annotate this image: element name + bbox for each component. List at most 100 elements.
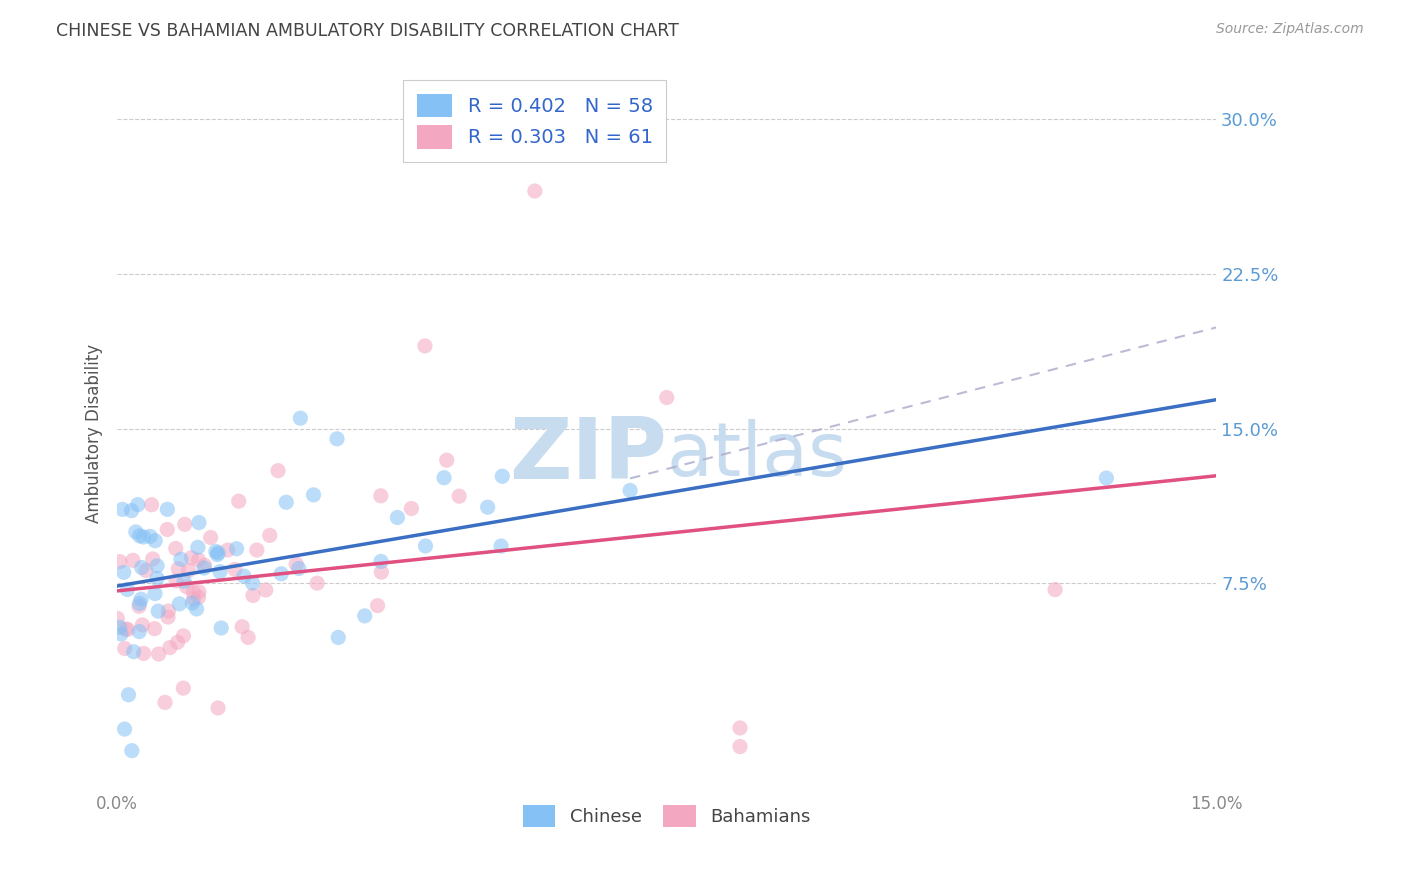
Point [156, 523, 179, 537]
Point [401, 501, 423, 516]
Point [187, 553, 209, 567]
Point [208, 565, 231, 579]
Point [143, 533, 166, 548]
Point [128, 599, 150, 614]
Point [433, 471, 456, 485]
Point [302, 488, 325, 502]
Point [188, 516, 211, 530]
Point [157, 610, 180, 624]
Point [270, 566, 292, 581]
Text: CHINESE VS BAHAMIAN AMBULATORY DISABILITY CORRELATION CHART: CHINESE VS BAHAMIAN AMBULATORY DISABILIT… [56, 22, 679, 40]
Point [172, 681, 194, 695]
Point [186, 602, 208, 616]
Point [157, 604, 180, 618]
Point [231, 620, 253, 634]
Text: atlas: atlas [666, 418, 848, 491]
Point [176, 580, 198, 594]
Point [353, 608, 375, 623]
Point [111, 502, 134, 516]
Point [370, 489, 392, 503]
Point [135, 564, 157, 578]
Point [148, 647, 170, 661]
Point [141, 498, 163, 512]
Point [173, 574, 195, 589]
Point [132, 647, 155, 661]
Point [232, 569, 254, 583]
Point [1043, 582, 1066, 597]
Point [187, 591, 209, 605]
Point [267, 464, 290, 478]
Point [114, 641, 136, 656]
Point [491, 469, 513, 483]
Point [1095, 471, 1118, 485]
Point [387, 510, 409, 524]
Point [128, 624, 150, 639]
Point [254, 582, 277, 597]
Point [169, 597, 191, 611]
Point [165, 541, 187, 556]
Point [523, 184, 546, 198]
Point [307, 576, 329, 591]
Point [114, 622, 136, 636]
Point [728, 739, 751, 754]
Point [159, 640, 181, 655]
Point [173, 517, 195, 532]
Point [224, 562, 246, 576]
Point [167, 562, 190, 576]
Point [122, 645, 145, 659]
Point [181, 596, 204, 610]
Point [477, 500, 499, 515]
Point [146, 558, 169, 573]
Point [728, 721, 751, 735]
Point [194, 558, 217, 573]
Point [148, 604, 170, 618]
Point [170, 552, 193, 566]
Point [143, 622, 166, 636]
Point [127, 498, 149, 512]
Point [117, 582, 139, 597]
Point [236, 631, 259, 645]
Point [205, 544, 228, 558]
Point [117, 623, 139, 637]
Point [146, 571, 169, 585]
Point [122, 553, 145, 567]
Point [207, 548, 229, 562]
Point [489, 539, 512, 553]
Point [276, 495, 298, 509]
Point [108, 555, 131, 569]
Point [207, 546, 229, 560]
Point [285, 557, 308, 571]
Point [165, 574, 187, 588]
Point [156, 502, 179, 516]
Point [207, 701, 229, 715]
Point [172, 629, 194, 643]
Point [367, 599, 389, 613]
Point [200, 531, 222, 545]
Point [177, 564, 200, 578]
Point [413, 339, 436, 353]
Point [117, 688, 139, 702]
Point [108, 620, 131, 634]
Point [180, 550, 202, 565]
Point [328, 631, 350, 645]
Text: Source: ZipAtlas.com: Source: ZipAtlas.com [1216, 22, 1364, 37]
Point [125, 524, 148, 539]
Point [128, 529, 150, 543]
Point [449, 489, 471, 503]
Point [121, 744, 143, 758]
Text: ZIP: ZIP [509, 414, 666, 497]
Point [242, 576, 264, 591]
Point [370, 554, 392, 568]
Point [143, 586, 166, 600]
Point [129, 592, 152, 607]
Point [183, 585, 205, 599]
Point [619, 483, 641, 498]
Point [153, 695, 176, 709]
Point [415, 539, 437, 553]
Point [121, 503, 143, 517]
Point [110, 627, 132, 641]
Point [288, 561, 311, 575]
Point [217, 543, 239, 558]
Point [187, 584, 209, 599]
Point [209, 621, 232, 635]
